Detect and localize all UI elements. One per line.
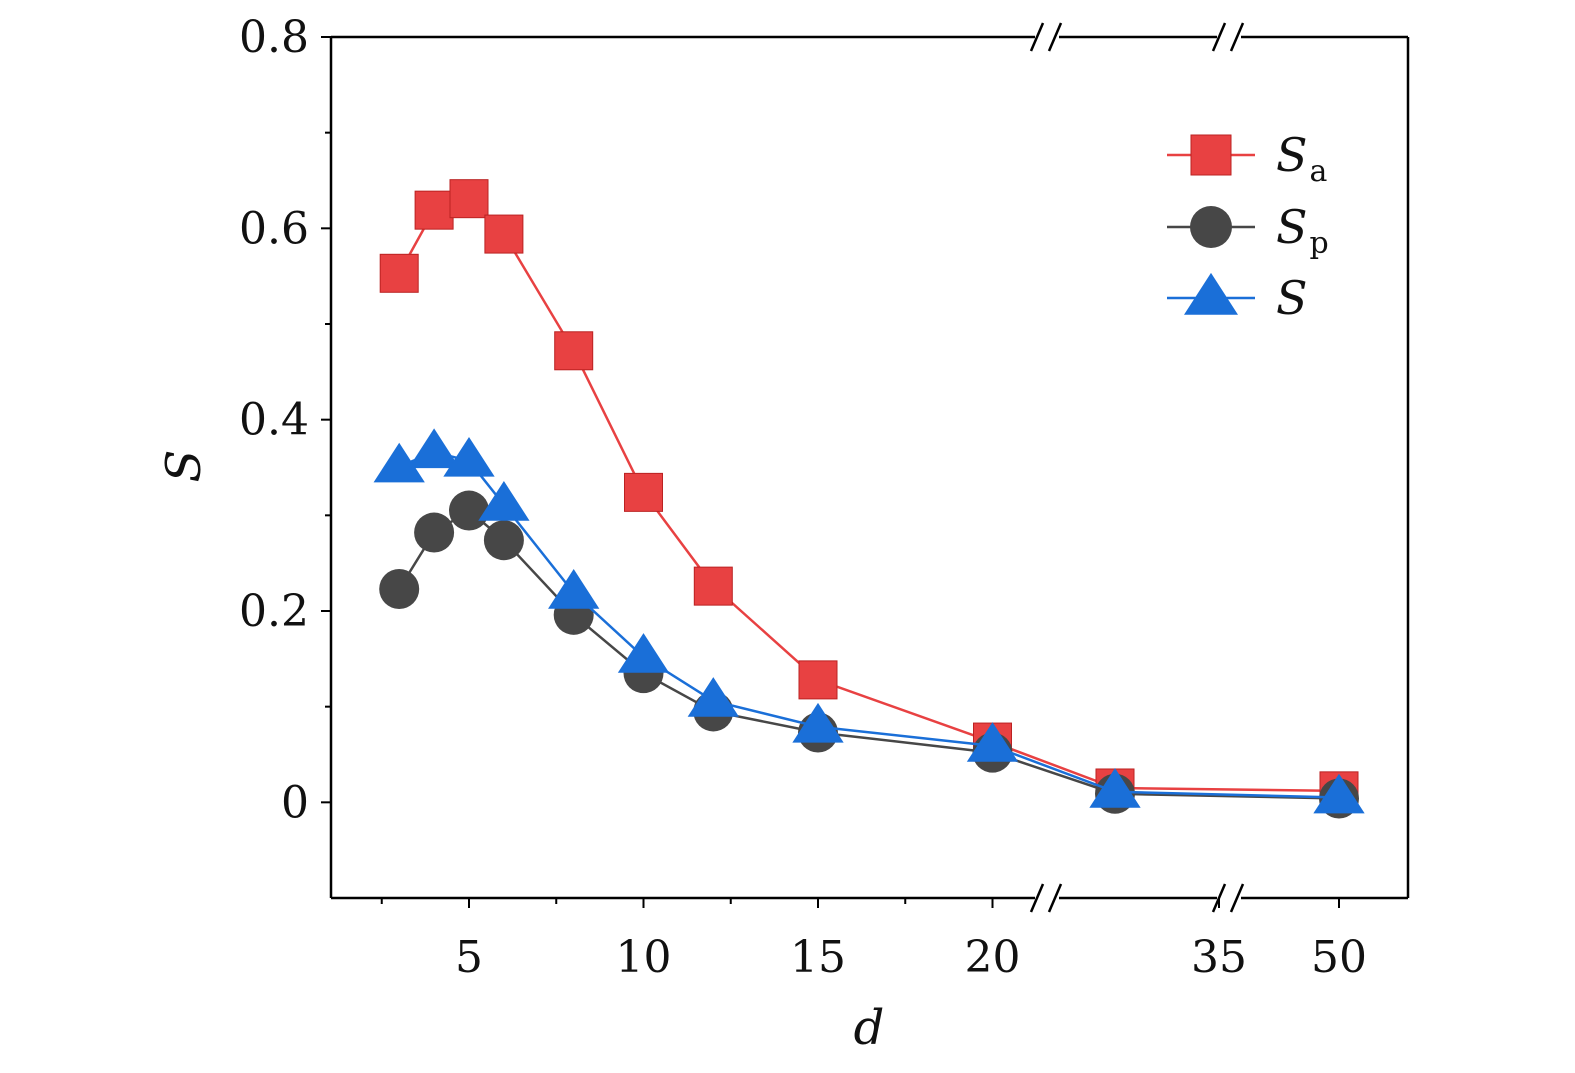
series-line xyxy=(398,509,1340,800)
legend-marker xyxy=(1190,206,1232,248)
axis-break-mark xyxy=(1229,22,1245,52)
x-axis-label: d xyxy=(854,1000,885,1056)
y-tick-label: 0.6 xyxy=(239,203,309,254)
axis-break-mark xyxy=(1211,22,1227,52)
x-tick-label: 50 xyxy=(1311,932,1367,983)
legend-subscript: a xyxy=(1310,154,1328,189)
data-point xyxy=(414,190,454,230)
x-tick-label: 20 xyxy=(965,932,1021,983)
data-point xyxy=(1313,773,1365,814)
y-tick-label: 0 xyxy=(281,777,309,828)
legend-subscript: p xyxy=(1310,226,1329,261)
data-point xyxy=(687,677,739,717)
axis-break-mark xyxy=(1029,22,1045,52)
legend-label: S xyxy=(1276,271,1308,325)
legend-marker xyxy=(1184,272,1238,315)
data-point xyxy=(693,566,733,606)
data-point xyxy=(483,520,524,561)
series-total xyxy=(373,428,1365,814)
legend-marker xyxy=(1190,134,1232,176)
y-tick-label: 0.4 xyxy=(239,395,309,446)
x-tick-label: 5 xyxy=(455,932,483,983)
data-point xyxy=(548,568,600,609)
series-line xyxy=(398,197,1340,793)
y-axis-label: S xyxy=(156,450,212,483)
data-point xyxy=(449,490,489,531)
data-point xyxy=(798,660,838,700)
axes: 0 0.2 0.4 0.6 0.8 5 10 15 20 35 50 d S xyxy=(156,12,1410,1056)
data-point xyxy=(379,568,420,609)
y-tick-label: 0.2 xyxy=(239,586,309,637)
series-line xyxy=(398,450,1340,799)
data-point xyxy=(792,702,844,743)
data-point xyxy=(449,179,489,219)
data-point xyxy=(1089,767,1141,808)
data-point xyxy=(554,331,594,371)
data-point xyxy=(373,442,425,483)
data-point xyxy=(478,480,530,521)
series-p xyxy=(379,490,1359,819)
x-tick-label: 35 xyxy=(1191,932,1247,983)
data-point xyxy=(414,512,455,553)
legend-label: Sa xyxy=(1276,128,1328,189)
data-point xyxy=(966,722,1019,762)
data-point xyxy=(379,253,419,293)
series-layer xyxy=(373,179,1365,819)
data-point xyxy=(617,633,670,673)
data-point xyxy=(624,472,663,512)
y-tick-label: 0.8 xyxy=(239,12,309,63)
data-point xyxy=(408,428,460,469)
x-tick-label: 10 xyxy=(616,932,672,983)
legend-label: Sp xyxy=(1276,200,1329,261)
axis-break-mark xyxy=(1047,22,1063,52)
legend: Sa Sp S xyxy=(1167,128,1329,325)
x-tick-label: 15 xyxy=(790,932,846,983)
data-point xyxy=(443,436,495,477)
axis-break-mark xyxy=(1047,883,1063,913)
axis-break-mark xyxy=(1229,883,1245,913)
axis-break-mark xyxy=(1029,883,1045,913)
data-point xyxy=(484,214,524,254)
